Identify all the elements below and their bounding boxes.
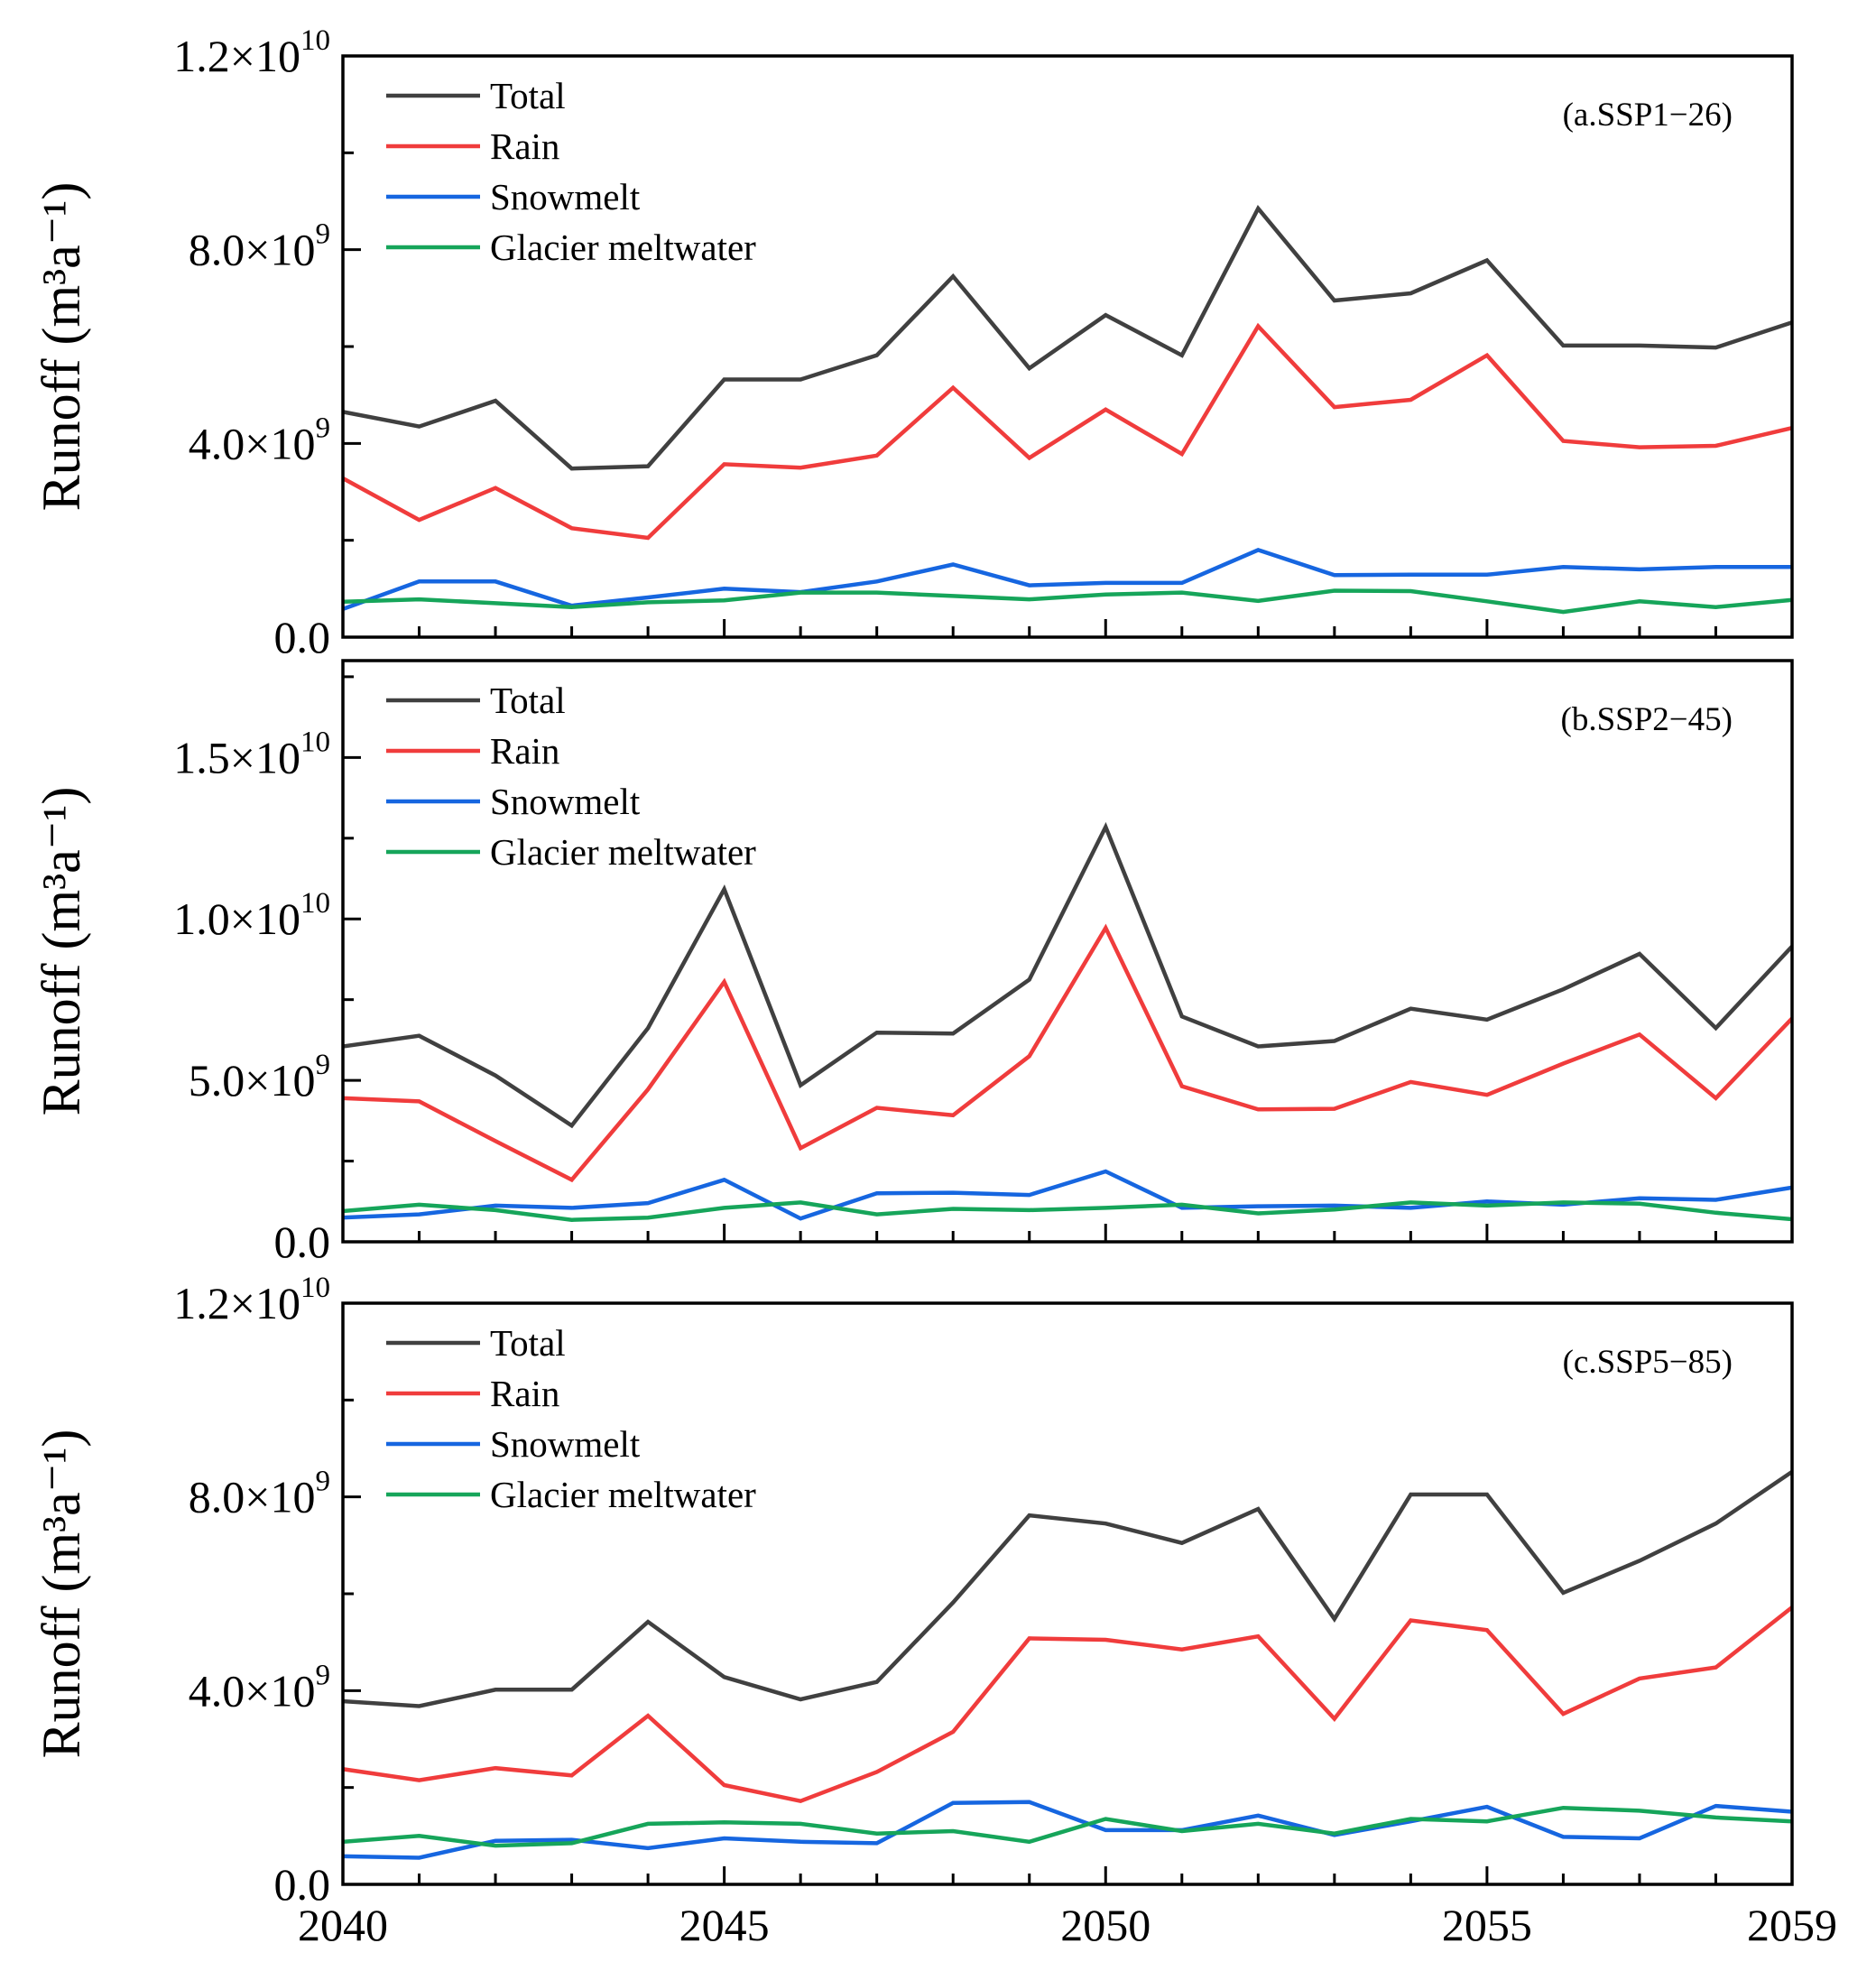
panel-b: 0.0 5.0×109 1.0×1010 1.5×1010 Runoff (m³a⁻¹)… bbox=[32, 659, 1794, 1267]
series-line-glacier-meltwater bbox=[342, 1805, 1793, 1848]
panel-c: 0.0 4.0×109 8.0×109 1.2×1010 Runoff (m³a⁻¹) T… bbox=[32, 1272, 1794, 1910]
legend-label: Snowmelt bbox=[490, 1423, 641, 1465]
legend: Total Rain Snowmelt Glacier meltwater bbox=[386, 75, 756, 268]
series-line-snowmelt bbox=[342, 1169, 1793, 1221]
y-tick-label: 8.0×109 bbox=[189, 1466, 330, 1522]
y-tick-label: 0.0 bbox=[274, 1859, 331, 1910]
x-tick-label: 2055 bbox=[1442, 1900, 1532, 1950]
legend-label: Snowmelt bbox=[490, 781, 641, 822]
x-tick-label: 2050 bbox=[1060, 1900, 1151, 1950]
legend-label: Rain bbox=[490, 125, 559, 167]
series-line-glacier-meltwater bbox=[342, 588, 1793, 615]
x-tick-label: 2040 bbox=[298, 1900, 388, 1950]
legend-label: Total bbox=[490, 75, 566, 116]
x-tick-label: 2045 bbox=[679, 1900, 770, 1950]
y-axis-label: Runoff (m³a⁻¹) bbox=[32, 182, 91, 512]
legend-label: Snowmelt bbox=[490, 176, 641, 217]
legend-label: Total bbox=[490, 680, 566, 721]
series-lines bbox=[341, 204, 1793, 615]
legend-label: Total bbox=[490, 1322, 566, 1364]
panel-a: 0.0 4.0×109 8.0×109 1.2×1010 Runoff (m³a⁻¹) T… bbox=[32, 24, 1794, 662]
y-tick-label: 1.2×1010 bbox=[173, 24, 330, 81]
y-tick-label: 4.0×109 bbox=[189, 412, 330, 468]
x-tick-label: 2059 bbox=[1747, 1900, 1837, 1950]
y-tick-label: 4.0×109 bbox=[189, 1659, 330, 1716]
legend-label: Glacier meltwater bbox=[490, 227, 756, 268]
legend-label: Rain bbox=[490, 730, 559, 772]
legend-label: Glacier meltwater bbox=[490, 1474, 756, 1515]
plot-frame bbox=[341, 1301, 1794, 1886]
y-axis-label: Runoff (m³a⁻¹) bbox=[32, 787, 91, 1116]
y-tick-label: 8.0×109 bbox=[189, 218, 330, 275]
y-tick-label: 1.2×1010 bbox=[173, 1272, 330, 1328]
series-line-total bbox=[342, 1469, 1794, 1708]
scenario-annotation: (c.SSP5−85) bbox=[1563, 1344, 1733, 1381]
y-tick-label: 1.5×1010 bbox=[173, 726, 330, 782]
plot-frame bbox=[341, 659, 1794, 1244]
series-line-glacier-meltwater bbox=[342, 1200, 1793, 1222]
series-line-rain bbox=[342, 923, 1794, 1183]
legend-label: Rain bbox=[490, 1373, 559, 1414]
scenario-annotation: (b.SSP2−45) bbox=[1561, 701, 1733, 738]
x-axis-tick-labels: 2040 2045 2050 2055 2059 bbox=[298, 1900, 1837, 1950]
series-line-rain bbox=[341, 322, 1793, 541]
scenario-annotation: (a.SSP1−26) bbox=[1563, 97, 1733, 134]
legend-label: Glacier meltwater bbox=[490, 831, 756, 873]
legend: Total Rain Snowmelt Glacier meltwater bbox=[386, 680, 756, 873]
series-line-total bbox=[342, 204, 1793, 471]
series-lines bbox=[342, 1469, 1794, 1860]
y-tick-label: 0.0 bbox=[274, 612, 331, 662]
y-tick-label: 0.0 bbox=[274, 1217, 331, 1267]
y-tick-label: 1.0×1010 bbox=[173, 887, 330, 944]
y-tick-label: 5.0×109 bbox=[189, 1049, 330, 1106]
series-line-total bbox=[342, 821, 1794, 1129]
legend: Total Rain Snowmelt Glacier meltwater bbox=[386, 1322, 756, 1515]
series-lines bbox=[342, 821, 1794, 1222]
y-axis-label: Runoff (m³a⁻¹) bbox=[32, 1430, 91, 1759]
panels-layer: 0.0 4.0×109 8.0×109 1.2×1010 Runoff (m³a⁻¹) T… bbox=[32, 24, 1794, 1910]
series-line-rain bbox=[342, 1605, 1794, 1804]
series-line-snowmelt bbox=[342, 547, 1792, 612]
